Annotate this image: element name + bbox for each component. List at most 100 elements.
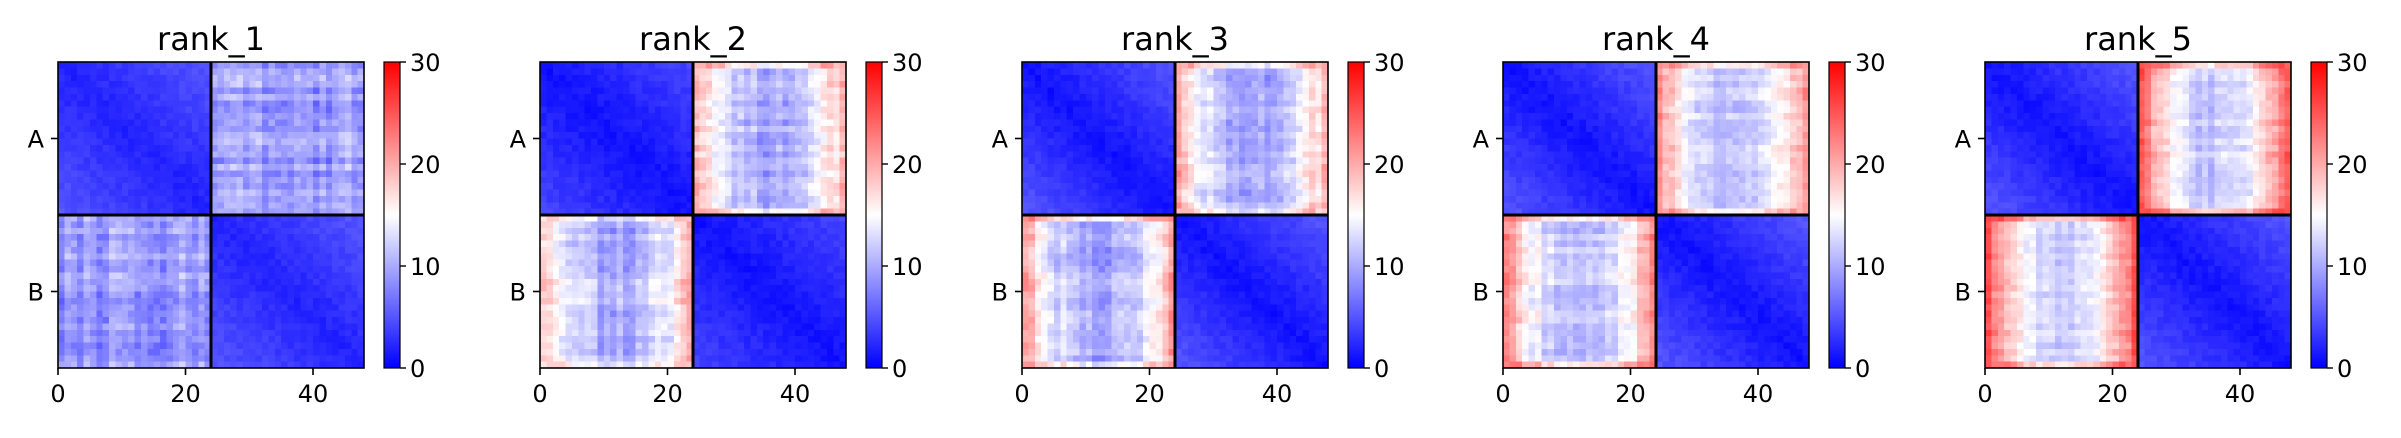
heatmap-cell	[300, 272, 308, 280]
heatmap-cell	[1181, 100, 1189, 108]
heatmap-cell	[763, 342, 771, 350]
heatmap-cell	[281, 164, 289, 171]
heatmap-cell	[313, 215, 320, 222]
heatmap-cell	[673, 81, 681, 89]
heatmap-cell	[70, 221, 78, 229]
heatmap-cell	[77, 336, 85, 344]
heatmap-cell	[731, 176, 739, 184]
heatmap-cell	[616, 227, 624, 235]
heatmap-cell	[281, 195, 289, 203]
heatmap-cell	[185, 221, 193, 229]
heatmap-cell	[77, 246, 85, 254]
heatmap-cell	[89, 144, 97, 152]
heatmap-cell	[648, 68, 656, 76]
heatmap-cell	[820, 125, 828, 133]
heatmap-cell	[788, 93, 796, 101]
heatmap-cell	[191, 208, 199, 216]
heatmap-cell	[64, 227, 72, 235]
heatmap-cell	[712, 100, 720, 108]
heatmap-cell	[242, 317, 250, 324]
heatmap-cell	[223, 291, 231, 299]
heatmap-cell	[629, 74, 637, 82]
heatmap-cell	[223, 170, 231, 178]
heatmap-cell	[242, 164, 250, 171]
heatmap-cell	[58, 144, 65, 152]
heatmap-cell	[325, 164, 333, 171]
heatmap-cell	[578, 100, 586, 108]
heatmap-cell	[293, 132, 301, 140]
heatmap-cell	[686, 348, 694, 356]
heatmap-cell	[839, 144, 847, 152]
heatmap-cell	[559, 144, 567, 152]
heatmap-cell	[102, 62, 110, 69]
heatmap-cell	[597, 227, 605, 235]
heatmap-cell	[782, 151, 790, 159]
heatmap-cell	[788, 355, 796, 363]
heatmap-cell	[826, 323, 834, 331]
heatmap-cell	[680, 208, 688, 216]
heatmap-cell	[1302, 74, 1310, 82]
heatmap-cell	[1073, 62, 1080, 69]
heatmap-cell	[661, 119, 669, 127]
heatmap-cell	[160, 164, 167, 171]
heatmap-cell	[147, 336, 155, 344]
heatmap-cell	[1136, 81, 1144, 89]
heatmap-cell	[622, 278, 630, 286]
heatmap-cell	[642, 87, 649, 95]
heatmap-cell	[1028, 100, 1036, 108]
heatmap-cell	[1219, 100, 1227, 108]
heatmap-cell	[622, 164, 630, 171]
heatmap-cell	[731, 285, 739, 293]
heatmap-cell	[833, 87, 841, 95]
heatmap-cell	[629, 221, 637, 229]
heatmap-frame	[539, 61, 847, 369]
heatmap-cell	[559, 151, 567, 159]
heatmap-cell	[166, 278, 174, 286]
heatmap-cell	[750, 227, 758, 235]
heatmap-cell	[622, 342, 630, 350]
heatmap-cell	[147, 329, 155, 337]
heatmap-cell	[249, 317, 257, 324]
heatmap-cell	[109, 342, 116, 350]
heatmap-cell	[281, 348, 289, 356]
heatmap-cell	[699, 329, 707, 337]
heatmap-cell	[262, 113, 269, 120]
heatmap-cell	[1277, 68, 1284, 76]
heatmap-cell	[185, 310, 193, 318]
heatmap-cell	[712, 208, 720, 216]
heatmap-cell	[718, 266, 726, 273]
heatmap-cell	[83, 195, 91, 203]
heatmap-cell	[153, 208, 161, 216]
heatmap-cell	[546, 208, 554, 216]
heatmap-cell	[249, 144, 257, 152]
heatmap-cell	[281, 170, 289, 178]
heatmap-cell	[769, 336, 777, 344]
heatmap-cell	[255, 221, 263, 229]
heatmap-cell	[731, 74, 739, 82]
heatmap-cell	[610, 106, 618, 114]
heatmap-cell	[782, 113, 790, 120]
heatmap-cell	[591, 119, 598, 127]
heatmap-cell	[820, 138, 828, 146]
heatmap-cell	[351, 189, 359, 197]
heatmap-cell	[172, 100, 180, 108]
heatmap-cell	[211, 62, 218, 69]
heatmap-cell	[109, 138, 116, 146]
heatmap-cell	[319, 189, 327, 197]
heatmap-cell	[801, 342, 809, 350]
heatmap-cell	[306, 291, 314, 299]
heatmap-cell	[584, 266, 592, 273]
heatmap-cell	[64, 100, 72, 108]
heatmap-cell	[839, 176, 847, 184]
heatmap-cell	[147, 310, 155, 318]
heatmap-cell	[268, 202, 276, 210]
heatmap-cell	[332, 329, 340, 337]
heatmap-cell	[712, 183, 720, 191]
heatmap-cell	[820, 285, 828, 293]
heatmap-cell	[680, 144, 688, 152]
heatmap-cell	[1308, 93, 1316, 101]
heatmap-cell	[724, 74, 732, 82]
heatmap-cell	[255, 323, 263, 331]
heatmap-cell	[578, 291, 586, 299]
heatmap-cell	[610, 151, 618, 159]
